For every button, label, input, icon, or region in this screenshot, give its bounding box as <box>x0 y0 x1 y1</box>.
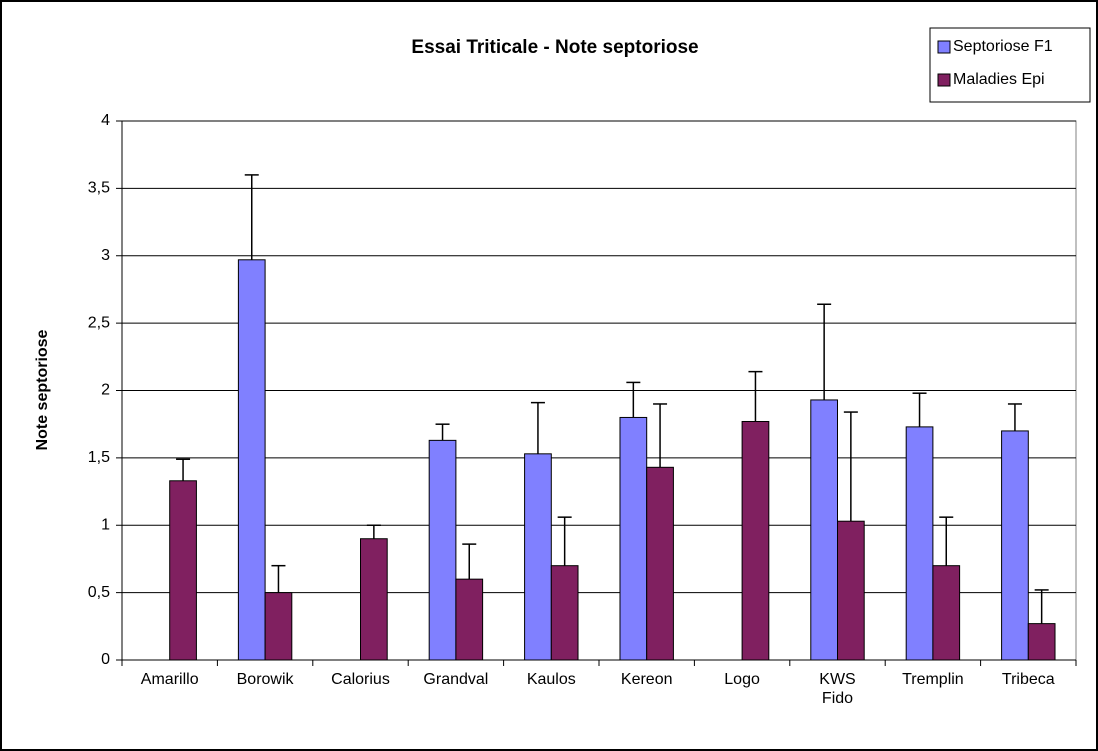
legend-label: Maladies Epi <box>953 71 1045 88</box>
error-bar <box>462 543 477 580</box>
bar <box>550 565 579 661</box>
x-tick-label: Tribeca <box>1001 671 1055 688</box>
x-tick-label: Tremplin <box>902 671 964 688</box>
legend-swatch <box>937 73 951 87</box>
bar <box>741 420 770 661</box>
bar <box>360 538 388 661</box>
x-tick-label-box: Borowik <box>236 671 294 688</box>
y-tick-label: 0 <box>101 651 110 668</box>
error-bar <box>366 524 381 539</box>
bar <box>524 453 552 661</box>
x-tick-label: Borowik <box>236 671 294 688</box>
bar <box>619 416 648 661</box>
x-tick-label: KWS Fido <box>819 671 856 707</box>
error-bar <box>748 370 763 422</box>
error-bar <box>435 423 450 441</box>
y-tick-label: 3 <box>101 247 110 264</box>
error-bar <box>271 564 286 593</box>
x-tick-label-box: Kereon <box>620 671 673 688</box>
y-tick-label: 3,5 <box>88 180 110 197</box>
x-tick-label: Amarillo <box>140 671 199 688</box>
y-tick-label: 1,5 <box>88 449 110 466</box>
error-bar <box>817 303 832 400</box>
error-bar <box>939 516 954 566</box>
error-bar <box>912 392 927 427</box>
error-bar <box>557 516 572 566</box>
error-bar <box>530 401 545 454</box>
legend-label: Septoriose F1 <box>953 38 1053 55</box>
error-bar <box>1034 589 1049 624</box>
error-bar <box>626 381 641 418</box>
x-tick-label-box: Tremplin <box>902 671 964 688</box>
legend-swatch <box>937 40 951 54</box>
x-tick-label-box: Calorius <box>331 671 390 688</box>
x-tick-label-box: Kaulos <box>526 671 576 688</box>
chart-title: Essai Triticale - Note septoriose <box>411 37 698 58</box>
y-tick-label: 2,5 <box>88 314 110 331</box>
x-tick-label-box: Logo <box>724 671 760 688</box>
bar <box>932 565 961 661</box>
bar <box>1001 430 1029 661</box>
y-axis-label: Note septoriose <box>34 329 51 450</box>
x-tick-label-box: KWS Fido <box>819 671 856 707</box>
y-tick-label: 1 <box>101 516 110 533</box>
legend: Septoriose F1 Maladies Epi <box>929 27 1091 103</box>
bar <box>264 592 293 661</box>
bar <box>810 399 839 661</box>
error-bar <box>1007 403 1022 431</box>
y-tick-label: 2 <box>101 382 110 399</box>
bar <box>905 426 934 661</box>
x-tick-label: Calorius <box>331 671 390 688</box>
error-bar <box>653 403 668 468</box>
bar <box>237 259 266 661</box>
y-tick-label: 4 <box>101 112 110 129</box>
x-tick-label-box: Grandval <box>423 671 489 688</box>
x-tick-label: Logo <box>724 671 760 688</box>
x-tick-label-box: Amarillo <box>140 671 199 688</box>
bar <box>428 439 457 661</box>
error-bar <box>244 174 259 260</box>
x-tick-label: Kereon <box>620 671 673 688</box>
bar <box>169 480 197 661</box>
legend-box <box>929 27 1091 103</box>
x-tick-label-box: Tribeca <box>1001 671 1055 688</box>
x-tick-label: Grandval <box>423 671 489 688</box>
error-bar <box>176 458 191 481</box>
y-tick-label: 0,5 <box>88 584 110 601</box>
error-bar <box>843 411 858 522</box>
x-tick-label: Kaulos <box>526 671 576 688</box>
bar <box>837 520 865 661</box>
bar <box>646 466 674 661</box>
bar <box>1027 623 1056 661</box>
bar <box>455 578 484 661</box>
